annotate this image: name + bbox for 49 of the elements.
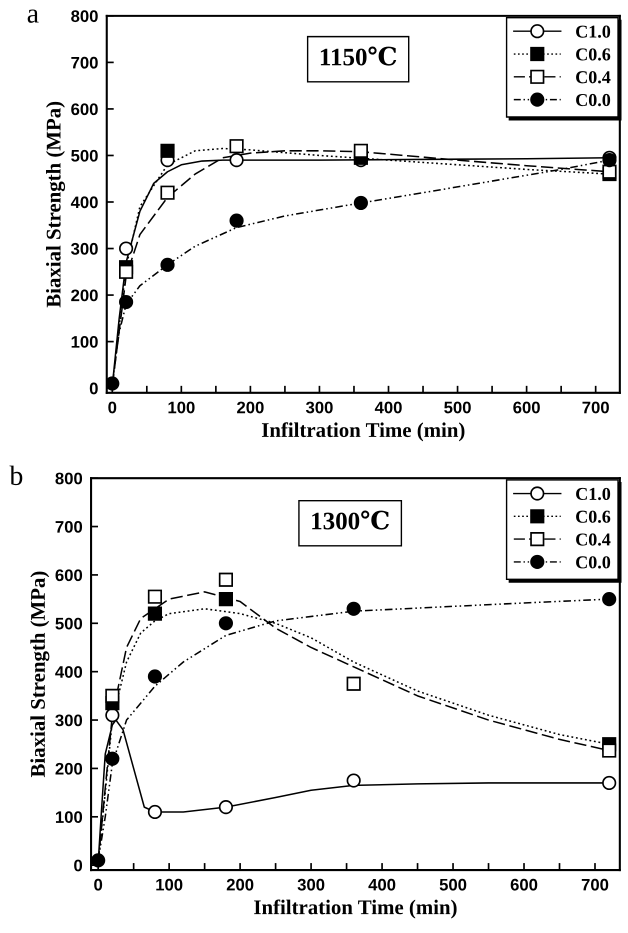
y-tick-label: 800 — [71, 10, 98, 22]
y-tick-label: 400 — [70, 196, 98, 208]
x-tick-label: 100 — [156, 878, 182, 891]
x-tick-label: 700 — [582, 402, 609, 414]
annotation: 1300℃ — [312, 510, 389, 530]
x-tick-label: 600 — [513, 402, 540, 414]
y-tick-label: 0 — [74, 860, 82, 872]
y-tick-label: 200 — [71, 289, 98, 302]
y-tick-label: 700 — [71, 56, 98, 69]
legend-label: C0.6 — [576, 48, 610, 61]
x-tick-label: 100 — [168, 402, 195, 414]
legend-label: C0.0 — [576, 556, 610, 568]
x-tick-label: 600 — [510, 878, 538, 891]
annotation: 1150℃ — [320, 46, 396, 66]
x-tick-label: 500 — [440, 878, 466, 891]
x-tick-label: 300 — [306, 402, 333, 414]
legend-label: C0.6 — [576, 510, 610, 523]
y-axis-title: Biaxial Strength (MPa) — [30, 572, 50, 778]
legend-label: C1.0 — [576, 488, 610, 500]
y-tick-label: 0 — [90, 382, 98, 394]
x-tick-label: 0 — [108, 402, 116, 414]
x-tick-label: 400 — [368, 878, 396, 891]
x-tick-label: 500 — [444, 402, 471, 414]
legend-label: C0.4 — [576, 71, 610, 84]
y-tick-label: 700 — [56, 520, 82, 533]
y-tick-label: 100 — [72, 336, 98, 348]
y-tick-label: 500 — [55, 618, 82, 630]
y-tick-label: 200 — [56, 762, 82, 775]
legend-label: C1.0 — [576, 26, 610, 38]
chart-title: b — [9, 466, 22, 486]
y-tick-label: 600 — [71, 103, 98, 116]
y-tick-label: 600 — [56, 569, 82, 582]
y-axis-title: Biaxial Strength (MPa) — [46, 102, 66, 308]
x-tick-label: 200 — [226, 878, 254, 891]
x-tick-label: 700 — [582, 878, 608, 891]
x-tick-label: 300 — [298, 878, 324, 891]
x-axis-title: Infiltration Time (min) — [262, 422, 464, 442]
y-tick-label: 500 — [71, 150, 98, 162]
x-axis-title: Infiltration Time (min) — [254, 899, 457, 919]
y-tick-label: 300 — [55, 714, 82, 726]
y-tick-label: 300 — [71, 242, 98, 255]
y-tick-label: 400 — [55, 666, 82, 678]
y-tick-label: 100 — [56, 811, 82, 824]
x-tick-label: 400 — [374, 402, 402, 414]
x-tick-label: 200 — [237, 402, 264, 414]
legend-label: C0.4 — [576, 533, 610, 546]
y-tick-label: 800 — [55, 472, 82, 484]
legend-label: C0.0 — [576, 94, 610, 106]
chart-title: a — [28, 10, 39, 23]
